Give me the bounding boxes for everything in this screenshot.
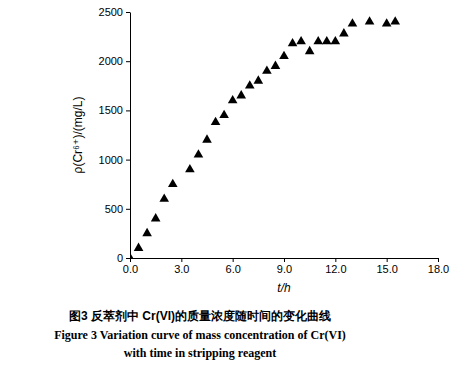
x-tick: 9.0 [277, 258, 292, 275]
x-tick: 12.0 [325, 258, 346, 275]
point [305, 46, 315, 54]
point [279, 51, 289, 59]
x-tick-label: 18.0 [428, 263, 449, 275]
x-tick-mark [335, 258, 336, 262]
point [271, 61, 281, 69]
point [382, 18, 392, 26]
x-tick-label: 6.0 [226, 263, 241, 275]
y-tick-mark [126, 209, 130, 210]
point [262, 65, 272, 73]
chart: 0.0 3.0 6.0 9.0 12.0 15.0 18.0 0 500 1000 1500 2000… [0, 0, 472, 375]
y-tick-label: 2000 [99, 55, 123, 67]
x-tick-label: 12.0 [325, 263, 346, 275]
point [159, 193, 169, 201]
point [236, 90, 246, 98]
point [151, 213, 161, 221]
point [365, 16, 375, 24]
x-tick: 6.0 [226, 258, 241, 275]
x-tick: 15.0 [376, 258, 397, 275]
point [296, 36, 306, 44]
point [202, 134, 212, 142]
x-tick-mark [181, 258, 182, 262]
y-axis: 0 500 1000 1500 2000 2500 [99, 6, 131, 264]
y-tick: 2000 [99, 55, 130, 67]
y-tick: 500 [105, 203, 130, 215]
point [228, 95, 238, 103]
x-axis-title: t/h [277, 281, 291, 295]
subtitle: Figure 3 Variation curve of mass concent… [54, 328, 346, 360]
point [331, 36, 341, 44]
point [130, 252, 135, 258]
y-tick: 2500 [99, 6, 130, 18]
x-tick-label: 0.0 [123, 263, 138, 275]
point [185, 164, 195, 172]
title: 图3 反萃剂中 Cr(VI)的质量浓度随时间的变化曲线 [69, 309, 331, 323]
x-tick-mark [284, 258, 285, 262]
x-tick-mark [438, 258, 439, 262]
point [194, 149, 204, 157]
y-tick: 1000 [99, 154, 130, 166]
point [288, 38, 298, 46]
x-tick-label: 15.0 [376, 263, 397, 275]
point [211, 117, 221, 125]
point [134, 243, 144, 251]
point [313, 36, 323, 44]
x-tick-mark [387, 258, 388, 262]
x-tick-mark [130, 258, 131, 262]
y-tick-label: 1500 [99, 104, 123, 116]
x-tick-label: 3.0 [174, 263, 189, 275]
point [142, 228, 152, 236]
y-tick-mark [126, 61, 130, 62]
point [339, 28, 349, 36]
x-tick: 0.0 [123, 258, 138, 275]
point [390, 16, 400, 24]
y-tick-mark [126, 160, 130, 161]
x-tick-mark [233, 258, 234, 262]
x-tick: 18.0 [428, 258, 449, 275]
y-tick: 1500 [99, 104, 130, 116]
y-tick-label: 500 [105, 203, 123, 215]
point [254, 75, 264, 83]
point [245, 80, 255, 88]
points [130, 16, 400, 258]
x-axis: 0.0 3.0 6.0 9.0 12.0 15.0 18.0 [123, 258, 449, 275]
y-tick: 0 [117, 252, 130, 264]
x-tick: 3.0 [174, 258, 189, 275]
y-tick-mark [126, 258, 130, 259]
y-tick-mark [126, 12, 130, 13]
point [219, 110, 229, 118]
y-tick-label: 2500 [99, 6, 123, 18]
y-axis-title: ρ(Cr⁶⁺)/(mg/L) [71, 97, 85, 174]
x-tick-label: 9.0 [277, 263, 292, 275]
y-tick-mark [126, 110, 130, 111]
y-tick-label: 0 [117, 252, 123, 264]
point [322, 36, 332, 44]
y-axis-line [130, 13, 131, 259]
point [348, 18, 358, 26]
y-tick-label: 1000 [99, 154, 123, 166]
point [168, 179, 178, 187]
